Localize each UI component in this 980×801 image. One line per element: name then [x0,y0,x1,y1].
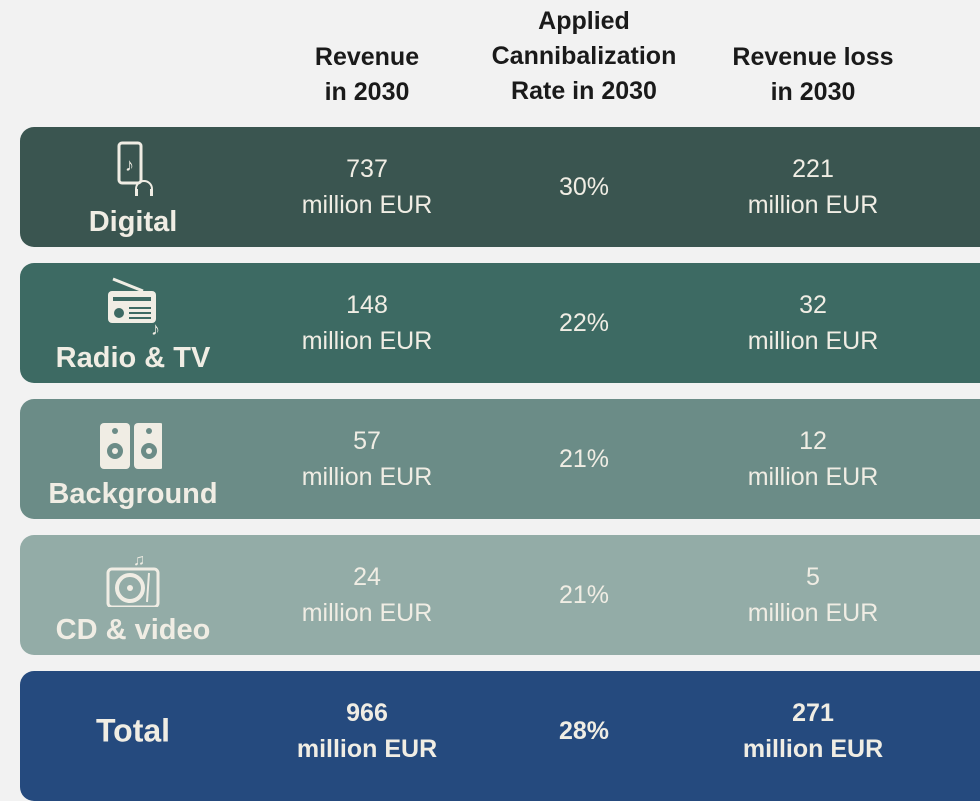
loss-unit: million EUR [747,463,879,491]
revenue-cell: 966 million EUR [247,695,487,767]
row-label: Digital [88,206,178,238]
row-radio-tv: ♪ Radio & TV 148 million EUR 22% 32 millio… [20,263,980,383]
revenue-cell: 737 million EUR [247,151,487,223]
revenue-cell: 148 million EUR [247,287,487,359]
loss-unit: million EUR [747,327,879,355]
revenue-unit: million EUR [301,327,433,355]
revenue-unit: million EUR [301,599,433,627]
revenue-value: 737 [346,155,388,183]
revenue-cell: 24 million EUR [247,559,487,631]
header-rate: Applied Cannibalization Rate in 2030 [464,4,704,109]
radio-icon: ♪ [108,277,160,335]
header-text: Applied Cannibalization Rate in 2030 [491,7,677,105]
revenue-value: 57 [353,427,381,455]
loss-unit: million EUR [747,191,879,219]
rate-cell: 22% [558,309,610,337]
revenue-unit: million EUR [301,463,433,491]
row-cd-video: ♫ CD & video 24 million EUR 21% 5 million … [20,535,980,655]
row-label: Radio & TV [55,342,211,374]
loss-unit: million EUR [742,735,884,763]
row-label: Total [95,712,171,749]
speakers-icon [100,423,162,469]
rate-cell: 21% [558,445,610,473]
svg-text:♫: ♫ [133,552,145,569]
loss-value: 5 [806,563,820,591]
revenue-unit: million EUR [296,735,438,763]
turntable-icon: ♫ [106,552,160,607]
row-total: 966 million EUR Total 28% 271 million EUR [20,671,980,801]
loss-cell: 12 million EUR [693,423,933,495]
header-text: Revenue in 2030 [314,43,420,106]
loss-value: 32 [799,291,827,319]
row-label: CD & video [55,614,211,646]
row-digital: ♪ Digital 737 million EUR 30% 221 million … [20,127,980,247]
loss-value: 221 [792,155,834,183]
header-loss: Revenue loss in 2030 [693,40,933,110]
phone-headphones-icon: ♪ [117,141,153,196]
loss-cell: 32 million EUR [693,287,933,359]
rate-cell: 30% [558,173,610,201]
header-revenue: Revenue in 2030 [247,40,487,110]
revenue-value: 24 [353,563,381,591]
revenue-value: 148 [346,291,388,319]
row-label: Background [48,478,218,510]
row-background: Background 57 million EUR 21% 12 million E… [20,399,980,519]
rate-cell: 21% [558,581,610,609]
loss-cell: 221 million EUR [693,151,933,223]
loss-unit: million EUR [747,599,879,627]
revenue-value: 966 [346,699,388,727]
loss-value: 12 [799,427,827,455]
revenue-cell: 57 million EUR [247,423,487,495]
loss-cell: 271 million EUR [693,695,933,767]
header-text: Revenue loss in 2030 [732,43,894,106]
revenue-unit: million EUR [301,191,433,219]
loss-value: 271 [792,699,834,727]
loss-cell: 5 million EUR [693,559,933,631]
svg-text:♪: ♪ [151,319,160,335]
svg-text:♪: ♪ [125,155,134,175]
rate-cell: 28% [558,717,610,745]
